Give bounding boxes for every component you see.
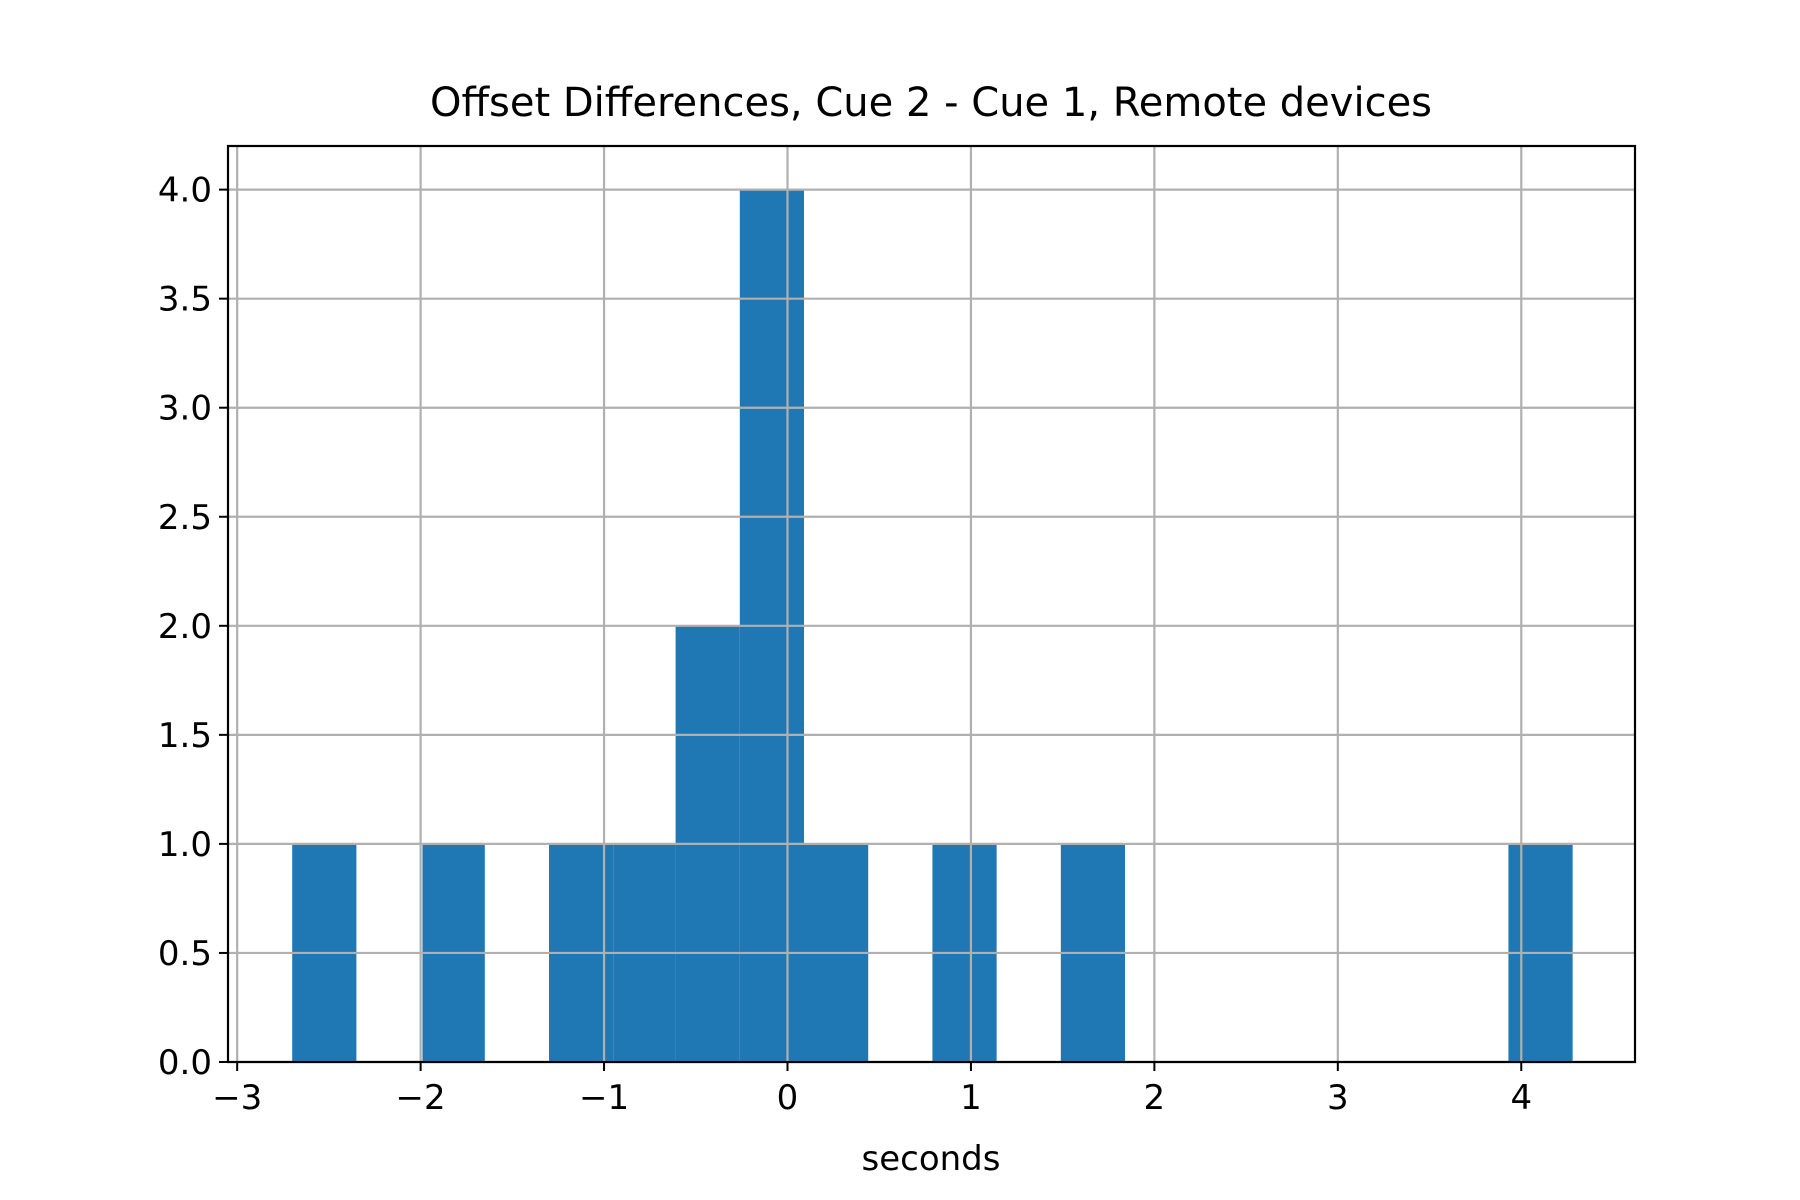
y-tick-label-0: 0.0	[158, 1043, 212, 1083]
x-tick-label-7: 4	[1510, 1078, 1532, 1118]
y-tick-label-5: 2.5	[158, 498, 212, 538]
y-tick-label-3: 1.5	[158, 716, 212, 756]
chart-title: Offset Differences, Cue 2 - Cue 1, Remot…	[430, 80, 1432, 126]
x-tick-label-4: 1	[960, 1078, 982, 1118]
x-axis-label: seconds	[862, 1139, 1001, 1179]
x-axis-ticks: −3 −2 −1 0 1 2 3 4	[212, 1062, 1532, 1118]
x-tick-label-1: −2	[396, 1078, 446, 1118]
y-tick-label-8: 4.0	[158, 171, 212, 211]
x-tick-label-2: −1	[579, 1078, 629, 1118]
y-axis-ticks: 0.0 0.5 1.0 1.5 2.0 2.5 3.0 3.5 4.0	[158, 171, 228, 1083]
y-tick-label-7: 3.5	[158, 280, 212, 320]
y-tick-label-1: 0.5	[158, 934, 212, 974]
x-tick-label-0: −3	[212, 1078, 262, 1118]
x-tick-label-5: 2	[1144, 1078, 1166, 1118]
y-tick-label-4: 2.0	[158, 607, 212, 647]
plot-area-frame	[226, 144, 1637, 1064]
y-tick-label-2: 1.0	[158, 825, 212, 865]
x-tick-label-3: 0	[777, 1078, 799, 1118]
y-tick-label-6: 3.0	[158, 389, 212, 429]
x-tick-label-6: 3	[1327, 1078, 1349, 1118]
